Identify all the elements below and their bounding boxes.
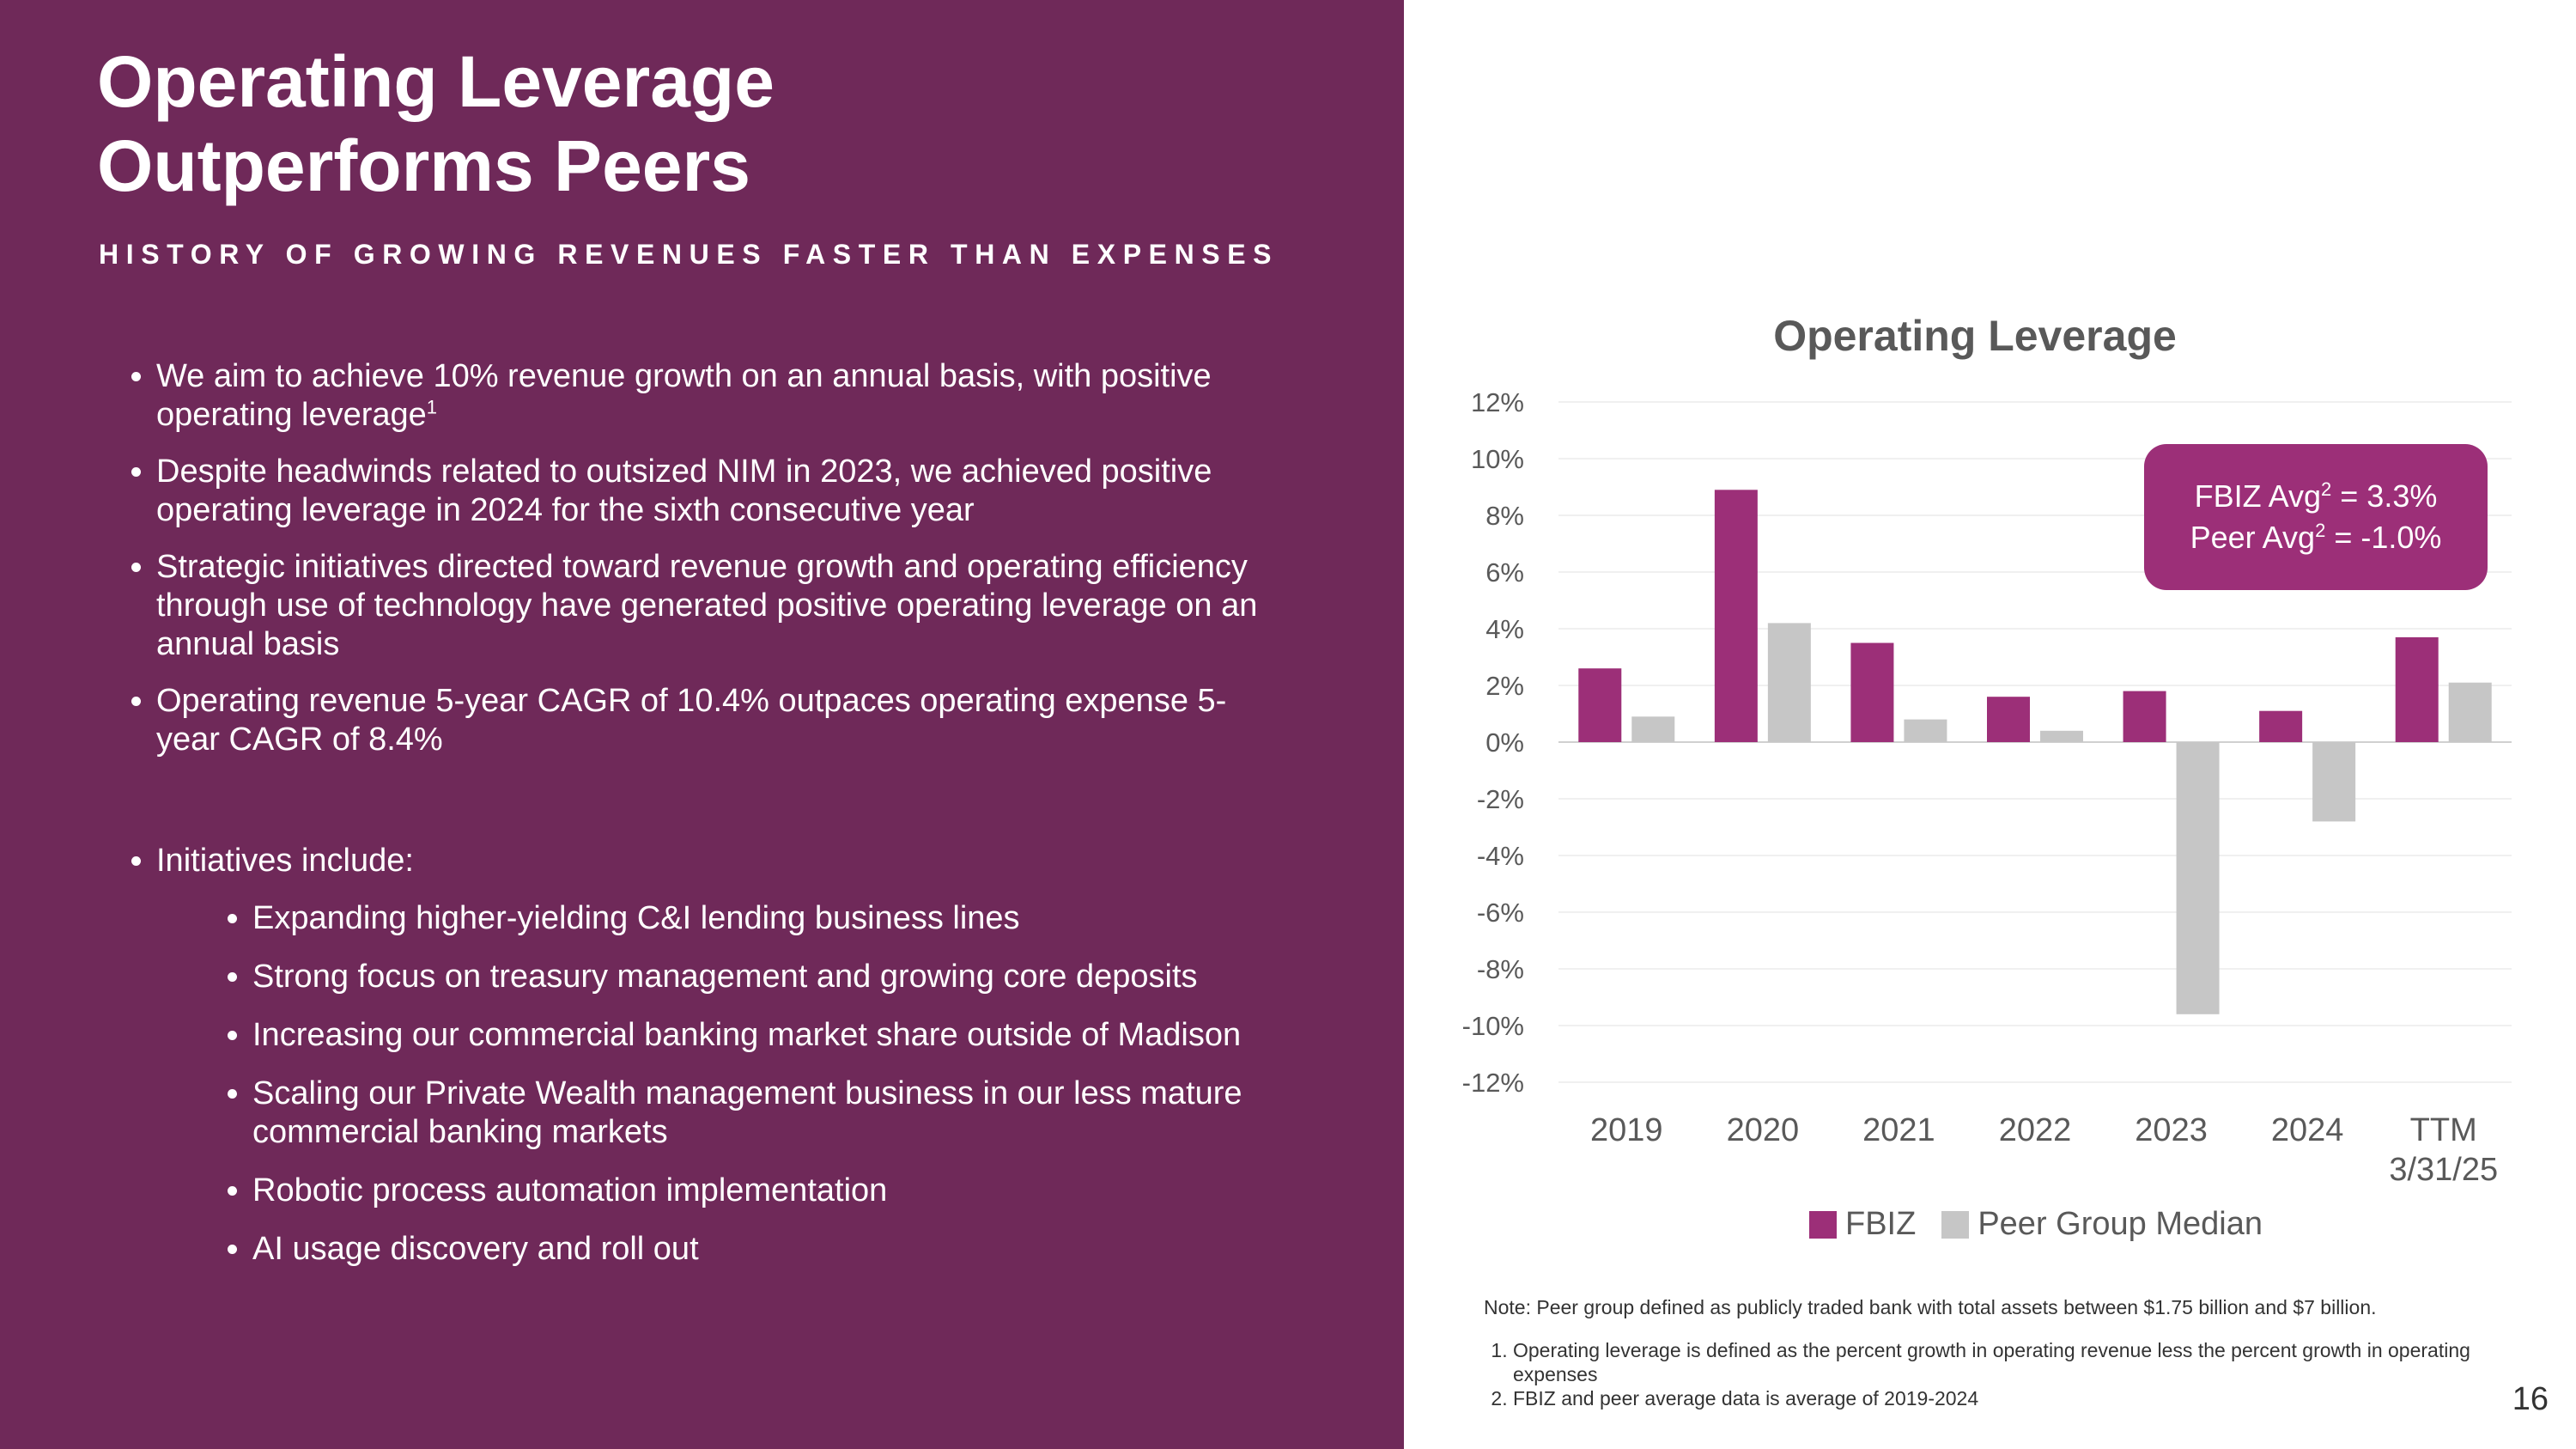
legend-item-fbiz: FBIZ (1809, 1206, 1916, 1243)
y-tick-label: 4% (1485, 614, 1524, 644)
initiative-item: Robotic process automation implementatio… (252, 1172, 1360, 1210)
peer-average-label: Peer Avg (2190, 520, 2316, 555)
y-tick-label: -6% (1477, 898, 1524, 928)
bullet-text: We aim to achieve 10% revenue growth on … (156, 358, 1212, 433)
x-tick-label: 2020 (1727, 1112, 1800, 1148)
y-tick-label: 6% (1485, 557, 1524, 588)
y-tick-label: -10% (1462, 1011, 1524, 1041)
left-panel: Operating Leverage Outperforms Peers HIS… (0, 0, 1404, 1449)
fbiz-average: FBIZ Avg2 = 3.3% (2144, 476, 2488, 517)
y-tick-label: 8% (1485, 501, 1524, 531)
bar-fbiz (1714, 490, 1758, 742)
x-tick-label: 2022 (1999, 1112, 2072, 1148)
footnote-marker: 2 (2321, 478, 2332, 500)
bullet-list: We aim to achieve 10% revenue growth on … (120, 357, 1273, 1288)
bullet-revenue-goal: We aim to achieve 10% revenue growth on … (156, 357, 1273, 435)
bar-peer (2176, 742, 2220, 1014)
average-callout: FBIZ Avg2 = 3.3% Peer Avg2 = -1.0% (2144, 444, 2488, 590)
peer-average-value: = -1.0% (2325, 520, 2442, 555)
y-tick-label: 2% (1485, 671, 1524, 701)
fbiz-average-label: FBIZ Avg (2194, 478, 2322, 514)
legend-item-peer: Peer Group Median (1941, 1206, 2263, 1243)
bar-fbiz (1987, 697, 2030, 742)
bar-fbiz (2259, 710, 2303, 742)
bar-fbiz (1850, 642, 1894, 742)
bar-fbiz (2123, 691, 2166, 742)
initiative-item: Increasing our commercial banking market… (252, 1016, 1360, 1055)
legend-swatch-fbiz (1809, 1210, 1837, 1239)
initiative-item: Strong focus on treasury management and … (252, 958, 1360, 996)
bullet-headwinds: Despite headwinds related to outsized NI… (156, 453, 1273, 530)
initiative-item: Expanding higher-yielding C&I lending bu… (252, 899, 1360, 938)
initiative-item: AI usage discovery and roll out (252, 1230, 1360, 1269)
page-subtitle: HISTORY OF GROWING REVENUES FASTER THAN … (99, 239, 1279, 270)
y-tick-label: -4% (1477, 841, 1524, 871)
y-tick-label: -2% (1477, 784, 1524, 814)
title-line-1: Operating Leverage (97, 41, 775, 122)
initiatives-heading: Initiatives include: (156, 843, 414, 879)
bar-fbiz (2395, 636, 2439, 742)
bullet-strategic-initiatives: Strategic initiatives directed toward re… (156, 548, 1273, 664)
bar-fbiz (1578, 668, 1622, 742)
bar-peer (1904, 719, 1947, 742)
peer-average: Peer Avg2 = -1.0% (2144, 517, 2488, 558)
y-tick-label: -12% (1462, 1068, 1524, 1098)
chart-legend: FBIZ Peer Group Median (1809, 1206, 2288, 1243)
y-tick-label: 0% (1485, 728, 1524, 758)
legend-swatch-peer (1941, 1210, 1970, 1239)
footnote-2: FBIZ and peer average data is average of… (1513, 1386, 2523, 1410)
footnote-marker: 1 (426, 396, 438, 418)
x-tick-label: 2023 (2135, 1112, 2208, 1148)
bar-peer (2312, 742, 2356, 822)
initiatives-list: Expanding higher-yielding C&I lending bu… (156, 899, 1360, 1269)
page-title: Operating Leverage Outperforms Peers (97, 40, 775, 208)
peer-group-note: Note: Peer group defined as publicly tra… (1484, 1296, 2377, 1318)
initiative-item: Scaling our Private Wealth management bu… (252, 1075, 1360, 1152)
page-number: 16 (2512, 1381, 2549, 1417)
bullet-initiatives: Initiatives include: Expanding higher-yi… (156, 842, 1273, 1269)
legend-label-fbiz: FBIZ (1845, 1206, 1917, 1242)
bar-peer (2448, 682, 2492, 742)
title-line-2: Outperforms Peers (97, 125, 750, 206)
operating-leverage-chart: 12% 10% 8% 6% 4% 2% 0% -2% -4% -6% -8% -10% -12% 2019… (1462, 387, 2512, 1188)
chart-title: Operating Leverage (1773, 312, 2177, 360)
bar-peer (2040, 730, 2083, 742)
y-tick-label: 10% (1471, 444, 1524, 474)
x-tick-label: 2019 (1590, 1112, 1663, 1148)
footnote-marker: 2 (2315, 520, 2326, 541)
bar-peer (1631, 716, 1675, 742)
y-tick-label: -8% (1477, 954, 1524, 984)
bullet-cagr: Operating revenue 5-year CAGR of 10.4% o… (156, 682, 1273, 759)
x-tick-label: 2024 (2271, 1112, 2344, 1148)
bar-peer (1767, 623, 1811, 742)
footnote-list: Operating leverage is defined as the per… (1484, 1338, 2523, 1410)
x-tick-label: 2021 (1862, 1112, 1935, 1148)
footnotes: Note: Peer group defined as publicly tra… (1484, 1295, 2523, 1410)
y-tick-label: 12% (1471, 387, 1524, 417)
fbiz-average-value: = 3.3% (2331, 478, 2438, 514)
legend-label-peer: Peer Group Median (1978, 1206, 2263, 1242)
x-tick-label: TTM 3/31/25 (2389, 1112, 2498, 1188)
footnote-1: Operating leverage is defined as the per… (1513, 1338, 2523, 1386)
